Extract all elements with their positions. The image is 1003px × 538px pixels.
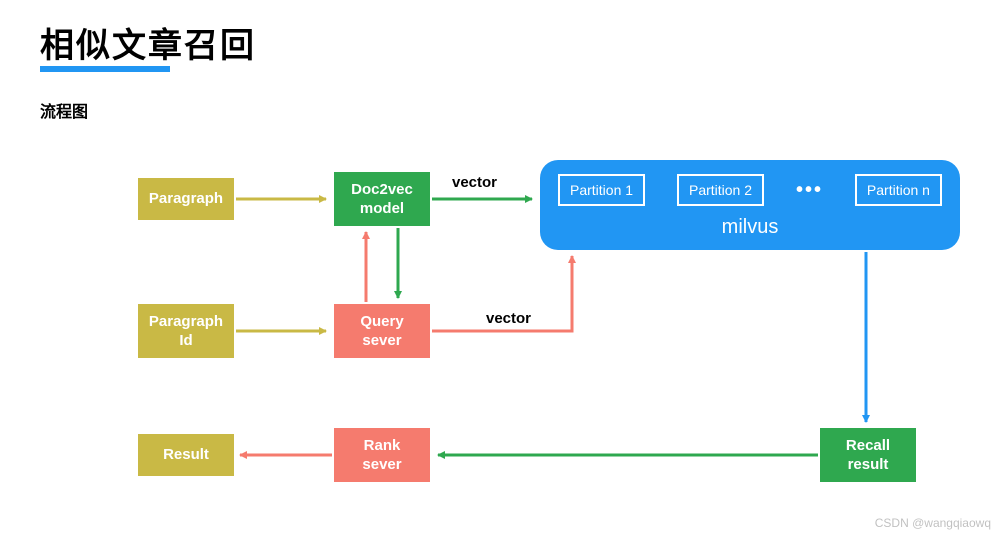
node-paragraph-id-label: ParagraphId bbox=[149, 312, 223, 351]
node-paragraph-label: Paragraph bbox=[149, 189, 223, 209]
node-recall-result-label: Recallresult bbox=[846, 436, 890, 475]
node-result: Result bbox=[138, 434, 234, 476]
partition-2: Partition 2 bbox=[677, 174, 764, 206]
node-query-sever: Querysever bbox=[334, 304, 430, 358]
node-rank-sever-label: Ranksever bbox=[362, 436, 401, 475]
milvus-container: Partition 1 Partition 2 ••• Partition n … bbox=[540, 160, 960, 250]
subtitle: 流程图 bbox=[40, 98, 88, 122]
node-doc2vec: Doc2vecmodel bbox=[334, 172, 430, 226]
node-result-label: Result bbox=[163, 445, 209, 465]
partition-1: Partition 1 bbox=[558, 174, 645, 206]
watermark: CSDN @wangqiaowq bbox=[875, 516, 991, 530]
edge-label-vector-1: vector bbox=[452, 174, 497, 191]
node-doc2vec-label: Doc2vecmodel bbox=[351, 180, 413, 219]
node-paragraph: Paragraph bbox=[138, 178, 234, 220]
milvus-label: milvus bbox=[722, 216, 779, 239]
node-rank-sever: Ranksever bbox=[334, 428, 430, 482]
partition-n: Partition n bbox=[855, 174, 942, 206]
node-paragraph-id: ParagraphId bbox=[138, 304, 234, 358]
title-underline bbox=[40, 66, 170, 72]
page-title: 相似文章召回 bbox=[40, 18, 256, 67]
edge-label-vector-2: vector bbox=[486, 310, 531, 327]
node-recall-result: Recallresult bbox=[820, 428, 916, 482]
partition-row: Partition 1 Partition 2 ••• Partition n bbox=[558, 174, 942, 206]
ellipsis-icon: ••• bbox=[796, 179, 823, 202]
node-query-sever-label: Querysever bbox=[360, 312, 403, 351]
